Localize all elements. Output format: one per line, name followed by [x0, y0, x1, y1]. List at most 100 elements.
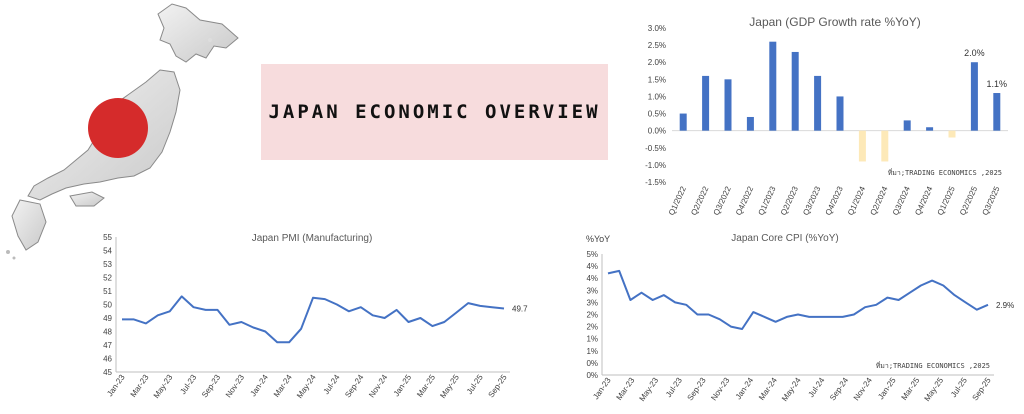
cpi-x-tick-label: May-23 — [637, 376, 660, 403]
gdp-x-tick-label: Q3/2025 — [980, 185, 1001, 217]
gdp-source-note: ที่มา;TRADING ECONOMICS ,2025 — [888, 168, 1002, 177]
cpi-x-tick-label: Sep-25 — [970, 376, 992, 403]
gdp-x-tick-label: Q1/2023 — [756, 185, 777, 217]
gdp-y-tick-label: 1.5% — [648, 75, 666, 84]
gdp-x-tick-label: Q3/2024 — [891, 185, 912, 217]
cpi-series-line — [607, 269, 989, 330]
cpi-x-tick-label: Jan-24 — [734, 376, 756, 402]
gdp-bar — [814, 75, 822, 131]
gdp-x-tick-label: Q4/2024 — [913, 185, 934, 217]
pmi-x-tick-label: Jul-24 — [322, 373, 342, 396]
gdp-bar — [702, 75, 710, 131]
gdp-growth-chart: Japan (GDP Growth rate %YoY) 3.0% 2.5% 2.0… — [630, 10, 1020, 232]
pmi-chart-title: Japan PMI (Manufacturing) — [252, 233, 373, 244]
pmi-x-tick-label: Mar-25 — [415, 373, 437, 399]
gdp-data-label: 2.0% — [964, 48, 985, 58]
pmi-x-tick-label: Nov-23 — [224, 373, 246, 400]
cpi-y-tick-label: 1% — [586, 347, 598, 356]
pmi-x-tick-label: Nov-24 — [367, 373, 389, 400]
cpi-end-label: 2.9% — [996, 301, 1014, 310]
pmi-x-tick-label: Mar-24 — [272, 373, 294, 399]
title-banner: JAPAN ECONOMIC OVERVIEW — [261, 64, 608, 160]
cpi-x-tick-label: Jul-25 — [949, 376, 969, 399]
gdp-x-tick-label: Q3/2023 — [801, 185, 822, 217]
pmi-y-tick-label: 54 — [103, 247, 112, 256]
cpi-x-tick-label: Nov-24 — [852, 376, 874, 403]
cpi-x-tick-label: Mar-23 — [614, 376, 636, 402]
pmi-x-tick-label: Jan-25 — [392, 373, 414, 399]
cpi-chart-title: Japan Core CPI (%YoY) — [731, 233, 838, 244]
gdp-chart-svg: Japan (GDP Growth rate %YoY) 3.0% 2.5% 2.0… — [645, 15, 1008, 217]
gdp-y-tick-label: 2.0% — [648, 58, 666, 67]
gdp-y-tick-label: -1.5% — [645, 178, 666, 187]
pmi-chart-svg: Japan PMI (Manufacturing) 55 54 53 52 51 50 49… — [103, 233, 528, 400]
gdp-bar — [993, 93, 1001, 131]
cpi-y-tick-label: 2% — [586, 323, 598, 332]
japan-flag-circle — [88, 98, 148, 158]
page-title: JAPAN ECONOMIC OVERVIEW — [268, 101, 601, 123]
cpi-x-tick-label: Jul-23 — [664, 376, 684, 399]
gdp-y-tick-label: 0.5% — [648, 110, 666, 119]
gdp-x-tick-label: Q1/2022 — [667, 185, 688, 217]
gdp-bar — [769, 41, 777, 131]
pmi-y-tick-label: 55 — [103, 233, 112, 242]
cpi-y-tick-label: 5% — [586, 250, 598, 259]
pmi-series-line — [122, 295, 505, 344]
cpi-x-tick-label: Nov-23 — [709, 376, 731, 403]
pmi-y-tick-label: 50 — [103, 301, 112, 310]
gdp-chart-title: Japan (GDP Growth rate %YoY) — [749, 15, 920, 29]
gdp-data-label: 1.1% — [987, 79, 1008, 89]
pmi-y-tick-label: 45 — [103, 368, 112, 377]
gdp-bar — [903, 120, 911, 131]
pmi-y-tick-label: 47 — [103, 341, 112, 350]
pmi-x-tick-label: Sep-24 — [343, 373, 365, 400]
gdp-x-tick-label: Q4/2022 — [734, 185, 755, 217]
cpi-x-tick-label: May-24 — [780, 376, 803, 403]
core-cpi-chart: Japan Core CPI (%YoY) %YoY 5% 4% 4% 3% 3% 2% 2… — [580, 228, 1024, 409]
pmi-x-tick-label: May-24 — [295, 373, 318, 400]
gdp-y-tick-label: -0.5% — [645, 144, 666, 153]
pmi-x-tick-label: May-23 — [152, 373, 175, 400]
gdp-bar — [746, 116, 754, 131]
cpi-x-tick-label: Jul-24 — [807, 376, 827, 399]
gdp-x-tick-label: Q2/2023 — [779, 185, 800, 217]
gdp-y-tick-label: 0.0% — [648, 127, 666, 136]
gdp-x-tick-label: Q1/2025 — [936, 185, 957, 217]
cpi-y-tick-label: 3% — [586, 286, 598, 295]
gdp-x-tick-label: Q2/2022 — [689, 185, 710, 217]
japan-map-illustration — [0, 0, 250, 262]
gdp-bar — [791, 51, 799, 131]
cpi-y-tick-label: 4% — [586, 262, 598, 271]
gdp-x-tick-label: Q4/2023 — [824, 185, 845, 217]
pmi-x-tick-label: May-25 — [438, 373, 461, 400]
pmi-y-tick-label: 51 — [103, 287, 112, 296]
gdp-bar — [970, 62, 978, 131]
cpi-y-tick-label: 2% — [586, 311, 598, 320]
gdp-x-tick-label: Q2/2024 — [868, 185, 889, 217]
cpi-y-tick-label: 4% — [586, 274, 598, 283]
cpi-y-axis-label: %YoY — [586, 234, 610, 244]
gdp-x-tick-label: Q3/2022 — [712, 185, 733, 217]
gdp-bar — [679, 113, 687, 131]
cpi-x-tick-label: Mar-25 — [899, 376, 921, 402]
cpi-chart-svg: Japan Core CPI (%YoY) %YoY 5% 4% 4% 3% 3% 2% 2… — [586, 233, 1014, 403]
cpi-y-tick-label: 3% — [586, 298, 598, 307]
cpi-source-note: ที่มา;TRADING ECONOMICS ,2025 — [876, 361, 990, 370]
pmi-y-tick-label: 53 — [103, 260, 112, 269]
pmi-y-tick-label: 46 — [103, 355, 112, 364]
pmi-x-tick-label: Mar-23 — [129, 373, 151, 399]
cpi-x-tick-label: Mar-24 — [757, 376, 779, 402]
cpi-y-tick-label: 0% — [586, 371, 598, 380]
gdp-bar — [724, 79, 732, 131]
pmi-x-tick-label: Jul-25 — [465, 373, 485, 396]
gdp-bar — [881, 130, 889, 162]
pmi-y-tick-label: 49 — [103, 314, 112, 323]
japan-map-icon — [6, 3, 239, 260]
pmi-x-tick-label: Sep-25 — [486, 373, 508, 400]
pmi-y-tick-label: 48 — [103, 328, 112, 337]
gdp-y-tick-label: 2.5% — [648, 41, 666, 50]
gdp-x-tick-label: Q2/2025 — [958, 185, 979, 217]
gdp-bar — [858, 130, 866, 162]
pmi-x-tick-label: Jul-23 — [178, 373, 198, 396]
pmi-x-tick-label: Sep-23 — [200, 373, 222, 400]
